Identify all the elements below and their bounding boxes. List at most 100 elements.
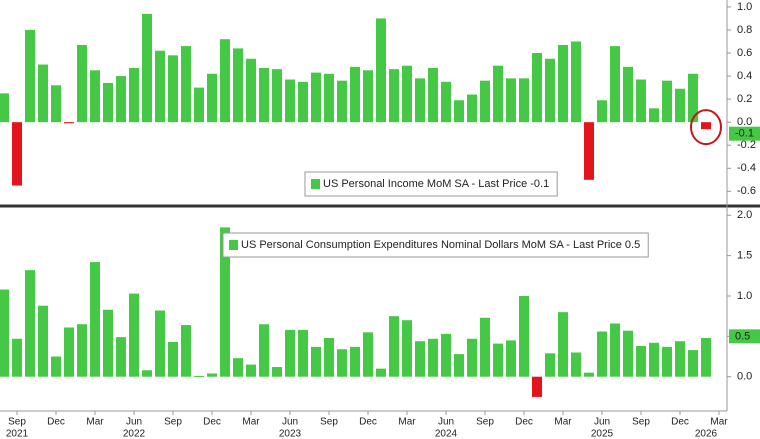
bar	[220, 227, 230, 377]
bar	[675, 341, 685, 377]
bar	[428, 68, 438, 123]
legend-box	[304, 171, 558, 197]
y-tick-label: 0.2	[737, 93, 752, 105]
legend-swatch	[311, 179, 320, 189]
bar	[103, 309, 113, 377]
bar	[636, 346, 646, 377]
bar	[77, 324, 87, 377]
bar	[77, 44, 87, 123]
bar	[402, 320, 412, 377]
x-tick-label: Mar	[554, 417, 572, 428]
bar	[142, 370, 152, 377]
y-tick-label: 2.0	[737, 209, 752, 221]
last-price-label: 0.5	[735, 330, 750, 342]
x-tick-label: Dec	[671, 417, 689, 428]
y-tick-label: -0.6	[737, 185, 756, 197]
bar	[467, 94, 477, 123]
last-price-label: -0.1	[735, 128, 754, 140]
bar	[168, 55, 178, 123]
bar	[415, 78, 425, 123]
bar	[337, 349, 347, 377]
x-tick-label: Sep	[320, 417, 338, 428]
last-price-tag	[729, 126, 760, 141]
bar	[545, 353, 555, 377]
bar	[246, 58, 256, 123]
y-tick-label: 0.0	[737, 371, 752, 383]
bar	[376, 368, 386, 377]
y-tick-label: 1.0	[737, 1, 752, 13]
bar	[649, 342, 659, 377]
bar	[480, 80, 490, 123]
bar	[688, 73, 698, 123]
x-tick-label: Mar	[242, 417, 260, 428]
x-tick-label: Jun	[282, 417, 298, 428]
bar	[181, 325, 191, 377]
bar	[207, 373, 217, 377]
y-tick-label: 0.4	[737, 70, 752, 82]
bar	[662, 346, 672, 377]
bar	[623, 66, 633, 123]
bar	[454, 354, 464, 377]
x-tick-label: Dec	[203, 417, 221, 428]
bar	[246, 364, 256, 377]
bar	[415, 341, 425, 377]
x-tick-label: Sep	[8, 417, 26, 428]
x-tick-label: Sep	[476, 417, 494, 428]
bar	[233, 48, 243, 123]
bar	[506, 78, 516, 123]
y-tick-label: -0.2	[737, 139, 756, 151]
legend-box	[222, 232, 649, 258]
x-tick-label: Jun	[594, 417, 610, 428]
bar	[0, 93, 9, 123]
bar	[64, 122, 74, 124]
bar	[285, 329, 295, 377]
bar	[441, 81, 451, 123]
x-year-label: 2022	[123, 429, 146, 439]
bar	[25, 270, 35, 377]
bar	[519, 295, 529, 377]
bar	[259, 68, 269, 123]
highlight-circle	[690, 109, 722, 146]
bar	[493, 343, 503, 377]
y-tick-label: -0.4	[737, 162, 756, 174]
bar	[584, 372, 594, 377]
bar	[194, 87, 204, 123]
bar	[51, 85, 61, 123]
bar	[38, 64, 48, 123]
bar	[701, 337, 711, 377]
bar	[376, 18, 386, 123]
bar	[662, 80, 672, 123]
bar	[116, 76, 126, 123]
bar	[298, 81, 308, 123]
bar	[155, 50, 165, 123]
bar	[597, 100, 607, 123]
bar	[155, 310, 165, 377]
legend-swatch	[229, 240, 238, 250]
bar	[324, 337, 334, 377]
bar	[636, 79, 646, 123]
bar	[0, 289, 9, 377]
x-year-label: 2026	[695, 429, 718, 439]
bar	[480, 317, 490, 377]
bar	[441, 333, 451, 377]
x-year-label: 2025	[591, 429, 614, 439]
bar	[51, 356, 61, 377]
bar	[532, 376, 542, 397]
bar	[623, 330, 633, 377]
x-tick-label: Mar	[86, 417, 104, 428]
bar	[25, 29, 35, 123]
bar	[168, 342, 178, 377]
bar	[675, 88, 685, 123]
x-year-label: 2021	[6, 429, 29, 439]
bar	[324, 73, 334, 123]
bar	[38, 305, 48, 377]
bar	[129, 68, 139, 123]
x-tick-label: Jun	[438, 417, 454, 428]
bar	[532, 53, 542, 123]
y-tick-label: 1.0	[737, 290, 752, 302]
x-tick-label: Mar	[710, 417, 728, 428]
bar	[402, 65, 412, 123]
x-tick-label: Dec	[515, 417, 533, 428]
x-year-label: 2023	[279, 429, 302, 439]
